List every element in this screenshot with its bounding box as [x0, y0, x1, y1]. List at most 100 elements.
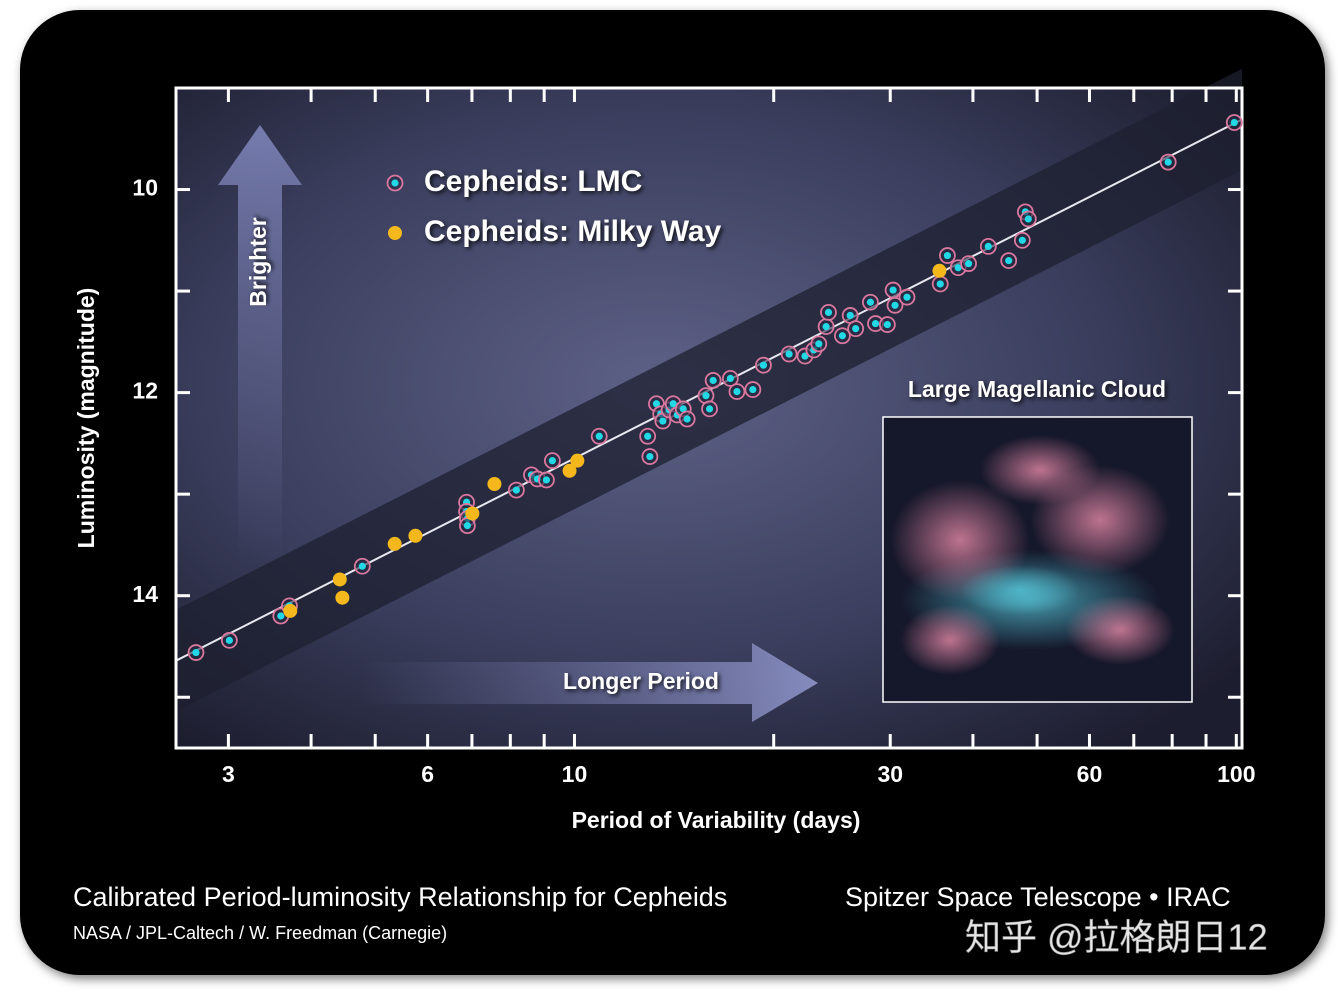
point-core — [785, 350, 793, 358]
point — [639, 427, 657, 445]
point-core — [283, 603, 298, 618]
point — [697, 387, 715, 405]
point-core — [903, 293, 911, 301]
point-core — [358, 562, 366, 570]
point-core — [936, 280, 944, 288]
x-axis-label: Period of Variability (days) — [572, 807, 861, 833]
point-core — [225, 636, 233, 644]
point-core — [1230, 118, 1238, 127]
point — [728, 383, 746, 401]
point — [408, 528, 423, 543]
point-core — [679, 405, 687, 413]
point — [817, 318, 835, 336]
point — [465, 506, 480, 521]
point — [1225, 114, 1243, 131]
point — [862, 293, 879, 311]
legend-label: Cepheids: Milky Way — [424, 215, 722, 248]
point-core — [838, 332, 847, 340]
point-core — [408, 528, 423, 543]
point — [834, 327, 851, 345]
point — [332, 572, 347, 587]
point-core — [465, 506, 480, 521]
point-core — [889, 286, 897, 294]
point-core — [388, 226, 402, 240]
point — [507, 481, 525, 499]
point — [867, 315, 884, 332]
point-core — [943, 251, 952, 260]
x-tick-label: 30 — [877, 761, 903, 787]
point — [820, 303, 837, 321]
point-core — [652, 400, 661, 408]
point — [1013, 231, 1031, 249]
y-tick-label: 14 — [132, 581, 158, 607]
point-core — [277, 612, 285, 620]
point — [387, 536, 402, 551]
point-core — [512, 486, 520, 494]
y-axis-label: Luminosity (magnitude) — [73, 288, 99, 549]
point — [932, 263, 947, 278]
point — [979, 237, 997, 255]
point-core — [871, 319, 880, 328]
point-core — [964, 260, 973, 268]
legend-marker — [388, 226, 402, 240]
legend-label: Cepheids: LMC — [424, 165, 642, 198]
point — [704, 372, 722, 389]
point-core — [542, 476, 551, 484]
x-tick-label: 3 — [222, 761, 235, 787]
point-core — [570, 453, 585, 468]
point — [841, 307, 859, 324]
point-core — [984, 242, 992, 250]
footer-title: Calibrated Period-luminosity Relationshi… — [73, 882, 727, 912]
point-core — [852, 325, 860, 333]
plot-frame — [174, 86, 1244, 750]
point — [570, 453, 585, 468]
point-core — [709, 376, 717, 385]
point — [353, 557, 371, 575]
point-core — [387, 536, 402, 551]
point — [543, 452, 561, 470]
point — [538, 471, 555, 489]
x-tick-label: 10 — [562, 761, 588, 787]
point — [641, 448, 659, 465]
point — [678, 410, 696, 428]
point-core — [463, 522, 471, 530]
point — [931, 275, 949, 293]
point-core — [891, 301, 899, 309]
point — [780, 345, 798, 363]
point — [884, 281, 902, 299]
point-core — [705, 405, 714, 413]
annotation: Longer Period — [563, 668, 719, 694]
point-core — [733, 388, 741, 396]
point-core — [646, 452, 654, 461]
point — [744, 381, 762, 398]
up-arrow — [218, 125, 302, 560]
point-core — [644, 432, 652, 440]
point — [886, 296, 904, 314]
point — [187, 644, 205, 661]
point-core — [726, 374, 734, 382]
point-core — [659, 417, 667, 425]
point — [1000, 252, 1018, 270]
point — [721, 369, 739, 387]
point — [755, 356, 772, 374]
point-core — [548, 457, 556, 465]
point-core — [954, 264, 962, 272]
point — [878, 316, 896, 333]
point-core — [1164, 158, 1172, 166]
point-core — [683, 415, 691, 423]
point — [810, 335, 828, 353]
x-tick-label: 6 — [421, 761, 434, 787]
point — [939, 247, 956, 264]
point-core — [702, 392, 710, 400]
point-core — [487, 477, 502, 491]
legend-marker — [386, 174, 404, 192]
point-core — [595, 432, 603, 440]
point — [960, 255, 977, 273]
point — [1019, 210, 1037, 228]
point — [487, 477, 502, 491]
point — [701, 400, 718, 418]
point-core — [749, 385, 757, 394]
point — [283, 603, 298, 618]
inset-image — [882, 416, 1193, 703]
